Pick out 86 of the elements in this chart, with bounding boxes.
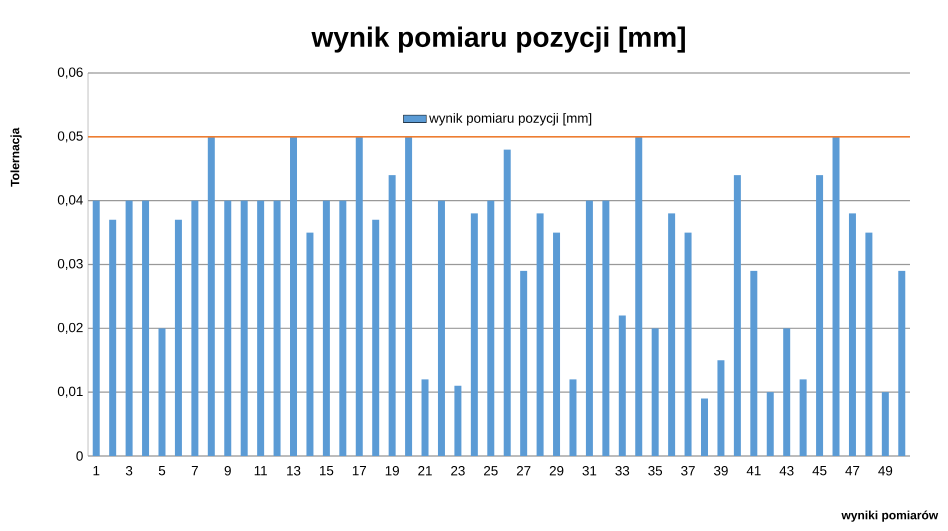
bar: [174, 220, 182, 456]
x-tick-label: 35: [648, 466, 662, 476]
legend-label: wynik pomiaru pozycji [mm]: [429, 113, 592, 126]
bar: [224, 200, 232, 456]
x-tick-label: 27: [516, 466, 530, 476]
bar: [553, 232, 560, 456]
y-axis-title: Tolernacja: [10, 128, 22, 187]
y-tick-label: 0,01: [58, 386, 83, 398]
bar: [92, 200, 100, 456]
bar: [208, 136, 215, 456]
x-tick-label: 45: [812, 466, 826, 476]
bar: [470, 213, 478, 456]
bar: [750, 270, 758, 456]
bar: [898, 270, 906, 456]
y-tick-label: 0,06: [58, 67, 83, 79]
bar: [684, 232, 692, 456]
x-tick-label: 19: [386, 466, 399, 476]
x-tick-label: 3: [126, 466, 132, 476]
x-tick-label: 5: [158, 466, 166, 476]
x-axis-title: wyniki pomiarów: [841, 510, 938, 522]
chart-title: wynik pomiaru pozycji [mm]: [311, 26, 685, 53]
x-tick-label: 15: [320, 466, 334, 476]
x-tick-label: 7: [192, 466, 198, 476]
x-tick-label: 49: [878, 466, 892, 476]
bar: [126, 200, 133, 456]
x-tick-label: 37: [681, 466, 695, 476]
x-tick-label: 41: [746, 466, 761, 476]
x-tick-label: 13: [287, 466, 300, 476]
bar: [191, 200, 198, 456]
bar: [356, 136, 363, 456]
x-tick-label: 1: [94, 466, 100, 476]
bar: [405, 136, 412, 456]
bar: [618, 316, 626, 456]
bar: [783, 328, 790, 456]
x-tick-label: 29: [550, 466, 564, 476]
bar: [322, 200, 330, 456]
y-tick-label: 0,05: [58, 131, 83, 142]
bar: [700, 398, 708, 456]
y-tick-label: 0: [76, 451, 83, 461]
x-tick-label: 23: [451, 466, 465, 476]
bar: [306, 232, 314, 456]
bar: [388, 175, 396, 456]
bar: [734, 175, 741, 456]
bar: [339, 200, 346, 456]
y-tick-label: 0,03: [58, 258, 83, 270]
bar: [487, 200, 494, 456]
x-tick-label: 33: [615, 466, 630, 476]
x-tick-label: 11: [254, 466, 267, 476]
y-tick-label: 0,04: [58, 195, 83, 206]
bar: [257, 200, 264, 456]
x-tick-label: 47: [845, 466, 860, 476]
x-tick-label: 43: [780, 466, 794, 476]
bar: [848, 213, 856, 456]
bar: [586, 200, 593, 456]
bar: [240, 200, 248, 456]
bar: [652, 328, 659, 456]
bar: [372, 220, 380, 456]
bar: [865, 232, 872, 456]
bar: [569, 379, 576, 456]
bar: [816, 175, 824, 456]
x-tick-label: 39: [714, 466, 728, 476]
bar: [274, 200, 281, 456]
bar: [454, 386, 462, 456]
bar: [766, 392, 774, 456]
bar: [158, 328, 166, 456]
bar: [882, 392, 889, 456]
y-tick-label: 0,02: [58, 322, 83, 334]
bar: [290, 136, 298, 456]
bar: [422, 379, 429, 456]
bar: [142, 200, 150, 456]
bar: [668, 213, 676, 456]
x-tick-label: 9: [224, 466, 231, 476]
bar: [832, 136, 840, 456]
x-tick-label: 31: [582, 466, 596, 476]
bar: [602, 200, 610, 456]
bar: [520, 270, 528, 456]
bar: [635, 136, 642, 456]
x-tick-label: 21: [418, 466, 432, 476]
bar: [800, 379, 807, 456]
x-tick-label: 17: [352, 466, 366, 476]
x-tick-label: 25: [484, 466, 498, 476]
bar: [504, 150, 511, 456]
bar: [717, 360, 724, 456]
bar: [438, 200, 445, 456]
bar: [536, 213, 544, 456]
bar: [109, 220, 116, 456]
